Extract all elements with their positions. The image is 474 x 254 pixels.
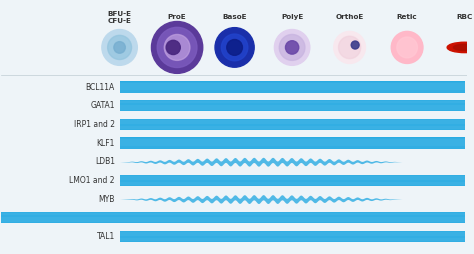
Text: SOX6: SOX6 bbox=[95, 213, 115, 222]
Text: BasoE: BasoE bbox=[222, 14, 247, 20]
Ellipse shape bbox=[152, 22, 203, 73]
Ellipse shape bbox=[391, 31, 423, 64]
Text: MYB: MYB bbox=[99, 195, 115, 203]
Ellipse shape bbox=[274, 29, 310, 65]
Ellipse shape bbox=[279, 35, 305, 60]
Text: RBC: RBC bbox=[456, 14, 473, 20]
Text: ProE: ProE bbox=[168, 14, 186, 20]
Text: LDB1: LDB1 bbox=[95, 157, 115, 166]
Ellipse shape bbox=[114, 42, 125, 53]
Bar bbox=[119, 82, 465, 93]
Text: PolyE: PolyE bbox=[281, 14, 303, 20]
Ellipse shape bbox=[166, 40, 180, 55]
Ellipse shape bbox=[157, 27, 197, 68]
Ellipse shape bbox=[338, 36, 361, 59]
Bar bbox=[119, 175, 465, 186]
Ellipse shape bbox=[164, 35, 190, 60]
Ellipse shape bbox=[334, 31, 365, 64]
Bar bbox=[119, 119, 465, 130]
Ellipse shape bbox=[285, 41, 299, 54]
Text: BFU-E
CFU-E: BFU-E CFU-E bbox=[108, 11, 132, 24]
Ellipse shape bbox=[351, 41, 359, 49]
Text: KLF1: KLF1 bbox=[97, 139, 115, 148]
Text: LMO1 and 2: LMO1 and 2 bbox=[69, 176, 115, 185]
Ellipse shape bbox=[227, 40, 242, 55]
Text: TAL1: TAL1 bbox=[97, 232, 115, 241]
Ellipse shape bbox=[215, 28, 254, 67]
Bar bbox=[119, 137, 465, 149]
Text: OrthoE: OrthoE bbox=[336, 14, 364, 20]
Ellipse shape bbox=[454, 44, 474, 51]
Text: GATA1: GATA1 bbox=[91, 101, 115, 110]
Ellipse shape bbox=[102, 29, 137, 65]
Ellipse shape bbox=[108, 35, 132, 59]
Text: Retic: Retic bbox=[397, 14, 418, 20]
Bar bbox=[119, 100, 465, 111]
Text: BCL11A: BCL11A bbox=[86, 83, 115, 92]
Bar bbox=[119, 231, 465, 242]
Ellipse shape bbox=[397, 37, 418, 58]
Ellipse shape bbox=[221, 34, 248, 61]
Text: IRP1 and 2: IRP1 and 2 bbox=[74, 120, 115, 129]
Bar bbox=[0, 212, 465, 223]
Ellipse shape bbox=[447, 42, 474, 53]
